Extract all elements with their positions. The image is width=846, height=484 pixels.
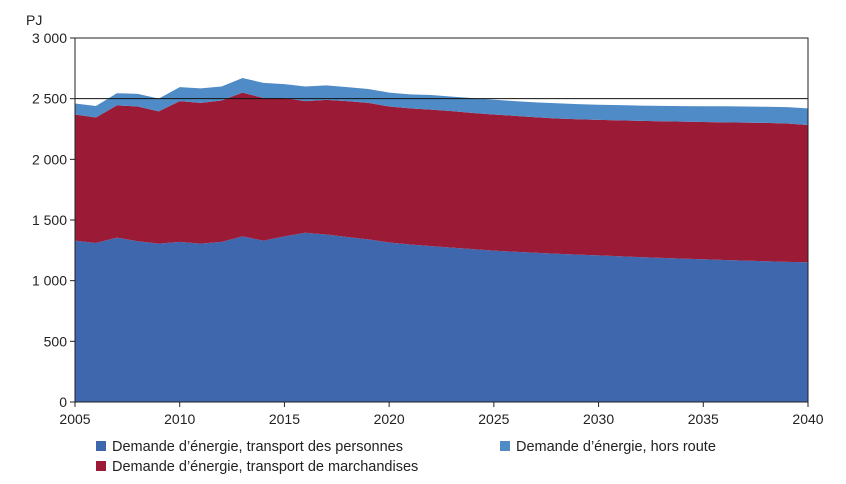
y-tick-label: 500: [44, 333, 68, 349]
y-tick-label: 3 000: [32, 30, 67, 46]
area-off-road: [75, 78, 808, 125]
legend-swatch: [96, 461, 106, 471]
y-tick-label: 2 500: [32, 91, 67, 107]
legend-label: Demande d’énergie, hors route: [516, 439, 716, 455]
y-axis: 0 500 1 000 1 500 2 000 2 500 3 000: [32, 30, 75, 410]
x-tick-label: 2010: [164, 411, 195, 427]
y-tick-label: 1 000: [32, 273, 67, 289]
y-axis-unit-label: PJ: [26, 12, 42, 28]
legend-label: Demande d’énergie, transport de marchand…: [112, 459, 418, 475]
y-tick-label: 0: [59, 394, 67, 410]
x-tick-label: 2020: [374, 411, 405, 427]
x-tick-label: 2040: [792, 411, 823, 427]
area-series-group: [75, 78, 808, 402]
x-tick-label: 2030: [583, 411, 614, 427]
legend: Demande d’énergie, transport des personn…: [96, 439, 716, 475]
legend-swatch: [96, 441, 106, 451]
x-tick-label: 2005: [59, 411, 90, 427]
y-tick-label: 2 000: [32, 151, 67, 167]
x-tick-label: 2025: [478, 411, 509, 427]
legend-swatch: [500, 441, 510, 451]
area-passenger-transport: [75, 232, 808, 402]
x-axis: 2005 2010 2015 2020 2025 2030 2035 2040: [59, 402, 824, 427]
legend-label: Demande d’énergie, transport des personn…: [112, 439, 403, 455]
y-tick-label: 1 500: [32, 212, 67, 228]
x-tick-label: 2015: [269, 411, 300, 427]
x-tick-label: 2035: [688, 411, 719, 427]
area-freight-transport: [75, 92, 808, 263]
